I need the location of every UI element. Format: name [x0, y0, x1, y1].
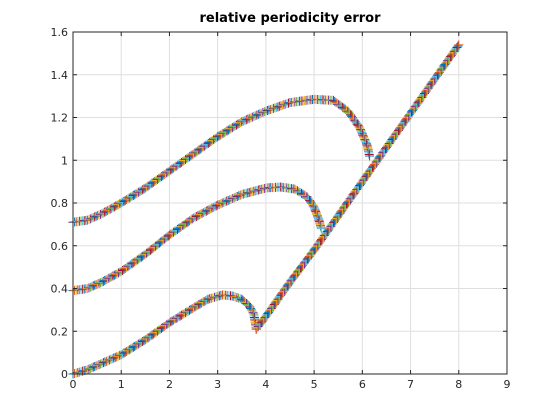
data-point-marker: [316, 224, 326, 234]
series-1: [68, 290, 261, 379]
y-tick-label: 0.8: [51, 197, 69, 210]
y-tick-label: 0.6: [51, 240, 69, 253]
data-point-marker: [453, 41, 463, 51]
y-tick-label: 0.4: [51, 283, 69, 296]
x-tick-label: 3: [214, 378, 221, 391]
x-tick-label: 8: [455, 378, 462, 391]
x-tick-label: 1: [118, 378, 125, 391]
y-tick-label: 0: [61, 368, 68, 381]
data-point-marker: [454, 40, 464, 50]
x-tick-label: 5: [311, 378, 318, 391]
y-tick-label: 1.6: [51, 26, 69, 39]
y-tick-label: 0.2: [51, 325, 69, 338]
x-axis-tick-labels: 0 1 2 3 4 5 6 7 8 9: [70, 378, 511, 391]
series-4: [251, 40, 464, 334]
series-3: [68, 94, 375, 227]
x-tick-label: 0: [70, 378, 77, 391]
axis-ticks: [72, 31, 508, 375]
x-tick-label: 7: [407, 378, 414, 391]
x-tick-label: 9: [504, 378, 511, 391]
y-tick-label: 1: [61, 154, 68, 167]
chart-title: relative periodicity error: [200, 11, 382, 26]
plot-area: 0 1 2 3 4 5 6 7 8 9 0 0.2 0.4 0.6 0.8 1 1.2 1.4 1.6: [51, 26, 511, 391]
x-tick-label: 4: [262, 378, 269, 391]
x-tick-label: 6: [359, 378, 366, 391]
y-tick-label: 1.4: [51, 69, 69, 82]
y-tick-label: 1.2: [51, 112, 69, 125]
x-tick-label: 2: [166, 378, 173, 391]
y-axis-tick-labels: 0 0.2 0.4 0.6 0.8 1 1.2 1.4 1.6: [51, 26, 69, 381]
data-point-marker: [365, 151, 375, 161]
data-marks: [68, 40, 464, 379]
series-2: [68, 182, 326, 296]
